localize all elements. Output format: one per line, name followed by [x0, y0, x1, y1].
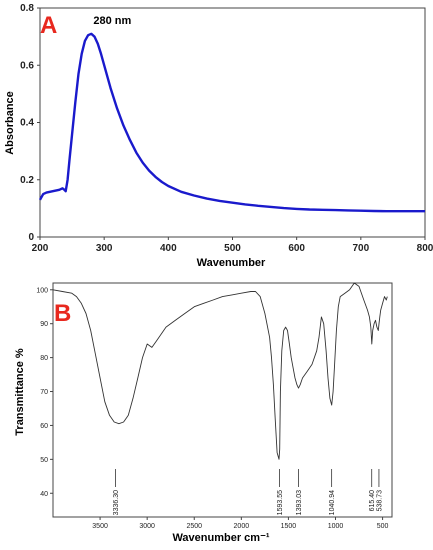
x-tick-label: 1000 — [328, 523, 344, 530]
y-tick-label: 60 — [40, 423, 48, 430]
panel-b-axes: 3500 3000 2500 2000 1500 1000 500 40 50 60 70 80 90 1… — [36, 287, 388, 530]
panel-a-y-axis-label: Absorbance — [4, 91, 16, 155]
panel-b-label: B — [54, 300, 71, 327]
peak-label: 1593.55 — [277, 490, 284, 515]
panel-b-x-axis-label: Wavenumber cm⁻¹ — [172, 532, 269, 544]
peak-label: 538.73 — [376, 490, 383, 512]
y-tick-label: 70 — [40, 389, 48, 396]
peak-label: 1040.94 — [329, 490, 336, 515]
y-tick-label: 50 — [40, 457, 48, 464]
panel-a-axes: 200 300 400 500 600 700 800 0 0.2 0.4 0.6 0.8 — [20, 3, 433, 254]
x-tick-label: 400 — [160, 243, 177, 254]
chart-panel-b: 3500 3000 2500 2000 1500 1000 500 40 50 60 70 80 90 1… — [14, 282, 393, 544]
y-tick-label: 0 — [28, 232, 34, 243]
panel-b-peak-markers: 3336.30 1593.55 1393.03 1040.94 615.40 538.73 — [113, 469, 383, 515]
y-tick-label: 0.6 — [20, 60, 34, 71]
y-tick-label: 40 — [40, 491, 48, 498]
y-tick-label: 0.2 — [20, 175, 34, 186]
x-tick-label: 3500 — [92, 523, 108, 530]
peak-label: 615.40 — [369, 490, 376, 512]
x-tick-label: 600 — [288, 243, 305, 254]
x-tick-label: 800 — [417, 243, 433, 254]
x-tick-label: 700 — [352, 243, 369, 254]
peak-label: 1393.03 — [296, 490, 303, 515]
x-tick-label: 2000 — [234, 523, 250, 530]
panel-b-transmittance-line — [52, 282, 388, 460]
panel-a-label: A — [40, 12, 57, 39]
x-tick-label: 1500 — [281, 523, 297, 530]
y-tick-label: 0.4 — [20, 118, 34, 129]
chart-panel-a: 200 300 400 500 600 700 800 0 0.2 0.4 0.6 0.8 A 280… — [4, 3, 433, 269]
y-tick-label: 80 — [40, 355, 48, 362]
panel-a-x-axis-label: Wavenumber — [197, 257, 266, 269]
y-tick-label: 100 — [36, 287, 48, 294]
x-tick-label: 200 — [32, 243, 49, 254]
x-tick-label: 500 — [377, 523, 389, 530]
x-tick-label: 500 — [224, 243, 241, 254]
x-tick-label: 3000 — [139, 523, 155, 530]
panel-b-y-axis-label: Transmittance % — [14, 348, 26, 436]
panel-b-plot-frame — [52, 282, 393, 518]
panel-a-absorbance-line — [38, 32, 425, 213]
y-tick-label: 90 — [40, 321, 48, 328]
y-tick-label: 0.8 — [20, 3, 34, 14]
peak-label: 3336.30 — [113, 490, 120, 515]
x-tick-label: 300 — [96, 243, 113, 254]
x-tick-label: 2500 — [186, 523, 202, 530]
panel-a-peak-annotation: 280 nm — [93, 15, 131, 27]
